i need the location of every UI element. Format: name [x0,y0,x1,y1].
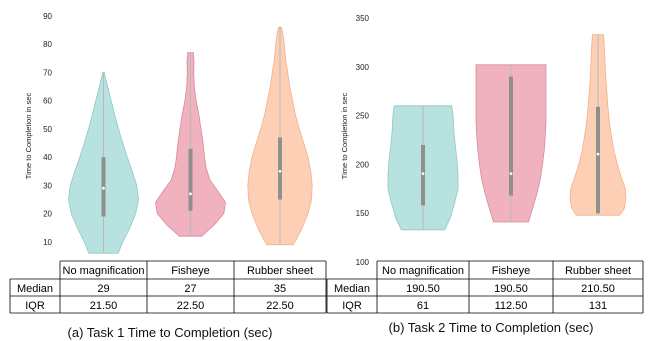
panel-a-y-tick-label: 40 [43,153,52,162]
panel-a-iqr-fisheye: 22.50 [177,300,205,312]
panel-b-median-dot-2 [509,172,513,176]
panel-b-ylabel: Time to Completion in sec [340,93,349,180]
panel-b-median-rubber-sheet: 210.50 [581,283,615,295]
panel-b-y-tick-label: 350 [356,14,370,23]
panel-a-y-tick-label: 10 [43,238,52,247]
panel-a-header-rubber-sheet: Rubber sheet [247,265,313,277]
panel-a-header-no-magnification: No magnification [63,265,145,277]
panel-a-median-dot-1 [102,186,105,190]
panel-a-row-iqr-label: IQR [25,300,45,312]
panel-a-header-fisheye: Fisheye [171,265,210,277]
panel-b-violins [387,34,627,231]
panel-b-row-median-label: Median [334,283,370,295]
panel-a-y-tick-label: 50 [43,125,52,134]
panel-a-y-tick-label: 60 [43,97,52,106]
panel-a-y-ticks: 10 20 30 40 50 60 70 80 90 [43,12,52,247]
panel-a-iqr-box-1 [101,157,106,217]
panel-b-caption: (b) Task 2 Time to Completion (sec) [389,320,594,335]
panel-b-median-no-magnification: 190.50 [406,283,440,295]
panel-a-caption: (a) Task 1 Time to Completion (sec) [68,325,273,340]
panel-a-iqr-box-3 [278,137,282,200]
panel-b-iqr-box-1 [421,144,425,206]
panel-a-y-tick-label: 20 [43,210,52,219]
panel-a-stats-table [9,260,327,314]
panel-b-iqr-fisheye: 112.50 [495,300,528,312]
panel-b-header-fisheye: Fisheye [492,265,531,277]
panel-b-median-dot-1 [421,172,425,176]
panel-b-median-dot-3 [596,152,600,156]
panel-a-median-no-magnification: 29 [97,283,109,295]
panel-a-iqr-no-magnification: 21.50 [90,300,118,312]
panel-b-row-iqr-label: IQR [342,300,362,312]
panel-b-header-rubber-sheet: Rubber sheet [565,265,631,277]
panel-b-y-tick-label: 200 [356,160,370,169]
panel-b-iqr-rubber-sheet: 131 [589,300,607,312]
panel-b-y-tick-label: 100 [356,258,370,267]
panel-b-iqr-box-3 [596,106,600,214]
panel-b-y-tick-label: 300 [356,63,370,72]
panel-b: Time to Completion in sec 100 150 200 250 30… [326,14,644,335]
panel-b-header-no-magnification: No magnification [382,265,464,277]
panel-b-median-fisheye: 190.50 [494,283,528,295]
panel-a-y-tick-label: 80 [43,40,52,49]
panel-b-y-tick-label: 250 [356,112,370,121]
panel-a-y-tick-label: 70 [43,68,52,77]
panel-a-median-rubber-sheet: 35 [274,283,286,295]
panel-a: Time to Completion in sec 10 20 30 40 50 60 70… [9,12,327,340]
panel-b-iqr-no-magnification: 61 [417,300,429,312]
panel-b-y-tick-label: 150 [356,209,370,218]
panel-a-iqr-box-2 [188,148,193,211]
panel-a-median-dot-2 [189,192,192,196]
panel-b-stats-table [326,260,644,314]
panel-a-ylabel: Time to Completion in sec [24,93,33,180]
panel-a-y-tick-label: 90 [43,12,52,21]
panel-b-iqr-box-2 [509,76,513,196]
panel-a-violins [68,26,313,254]
panel-a-median-fisheye: 27 [184,283,196,295]
panel-a-iqr-rubber-sheet: 22.50 [266,300,294,312]
panel-a-y-tick-label: 30 [43,181,52,190]
panel-a-row-median-label: Median [17,283,53,295]
panel-a-median-dot-3 [278,169,282,173]
panel-b-y-ticks: 100 150 200 250 300 350 [356,14,370,267]
